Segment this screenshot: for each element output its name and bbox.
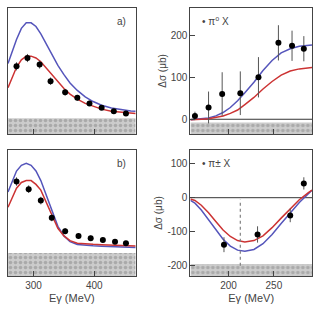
- svg-text:Δσ (μb): Δσ (μb): [157, 54, 168, 88]
- svg-text:250: 250: [266, 280, 283, 291]
- svg-text:• π± X: • π± X: [202, 158, 230, 169]
- svg-text:-100: -100: [167, 226, 187, 237]
- svg-text:Δσ (μb): Δσ (μb): [153, 196, 164, 230]
- svg-text:300: 300: [25, 280, 42, 291]
- svg-text:0: 0: [182, 114, 188, 125]
- svg-text:100: 100: [171, 158, 188, 169]
- svg-text:b): b): [117, 158, 126, 169]
- svg-text:• π⁰ X: • π⁰ X: [202, 16, 229, 27]
- svg-text:-200: -200: [167, 260, 187, 271]
- svg-text:0: 0: [182, 192, 188, 203]
- svg-text:Eγ (MeV): Eγ (MeV): [228, 292, 274, 304]
- svg-text:a): a): [117, 16, 126, 27]
- svg-text:200: 200: [220, 280, 237, 291]
- svg-text:200: 200: [171, 30, 188, 41]
- svg-text:400: 400: [86, 280, 103, 291]
- svg-text:100: 100: [171, 72, 188, 83]
- svg-text:Eγ (MeV): Eγ (MeV): [49, 292, 95, 304]
